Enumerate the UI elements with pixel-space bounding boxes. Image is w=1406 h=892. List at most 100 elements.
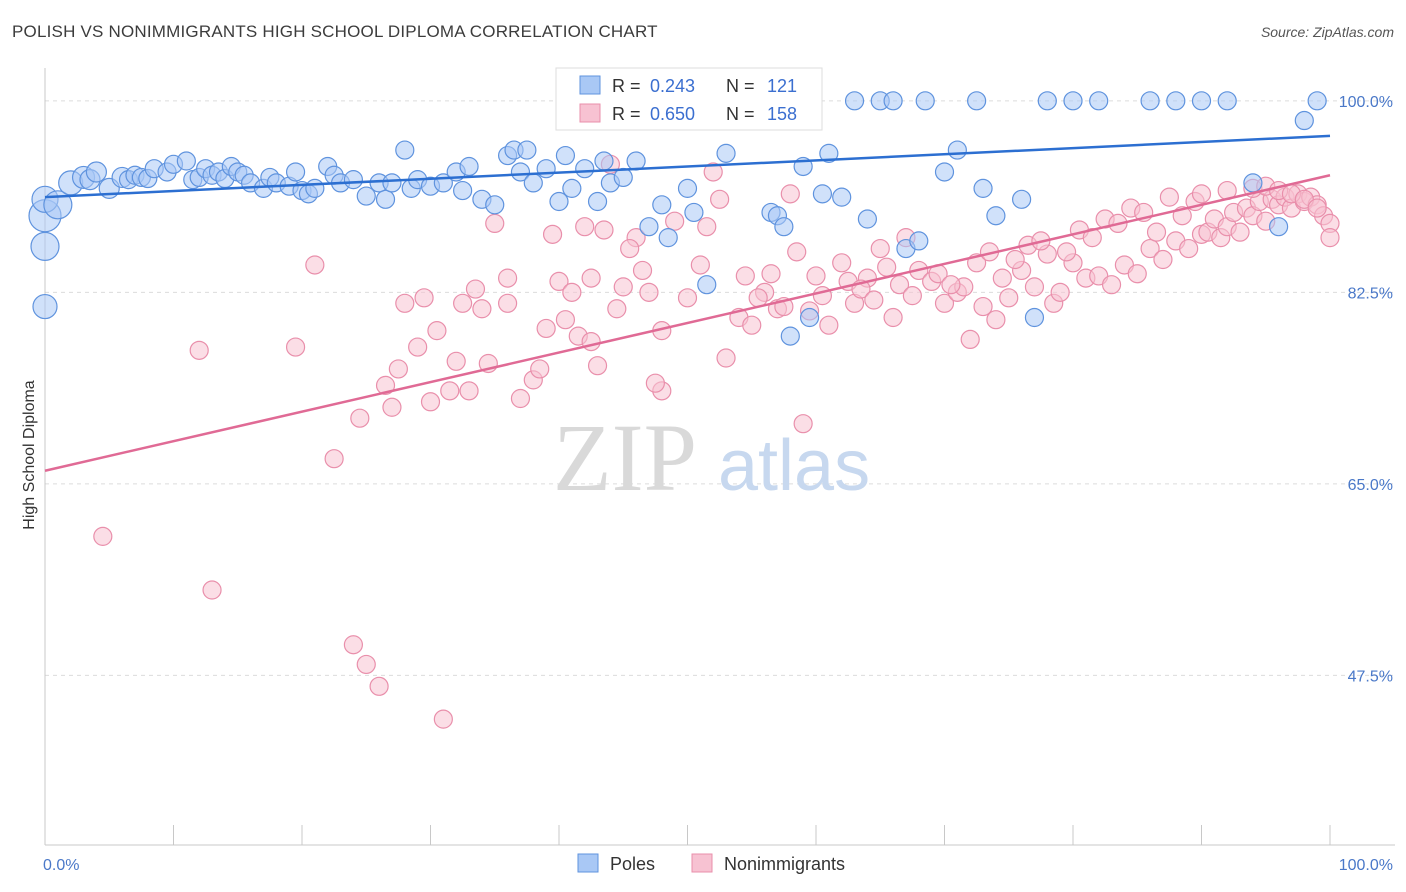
poles-point-99 xyxy=(973,178,993,198)
nonimmigrants-point-53 xyxy=(819,315,839,335)
y-tick-label-2: 65.0% xyxy=(1348,477,1393,494)
nonimmigrants-point-1 xyxy=(189,340,209,360)
nonimmigrants-point-51 xyxy=(793,414,813,434)
nonimmigrants-point-140 xyxy=(1159,187,1179,207)
legend-bottom-label-nonimmigrants: Nonimmigrants xyxy=(724,854,845,874)
nonimmigrants-point-12 xyxy=(395,293,415,313)
y-tick-label-1: 82.5% xyxy=(1348,285,1393,302)
poles-point-83 xyxy=(780,326,800,346)
poles-point-102 xyxy=(1024,307,1045,328)
nonimmigrants-point-86 xyxy=(1179,238,1199,259)
nonimmigrants-point-129 xyxy=(992,268,1012,288)
nonimmigrants-point-13 xyxy=(408,337,428,357)
nonimmigrants-point-29 xyxy=(581,268,601,288)
nonimmigrants-point-18 xyxy=(453,293,473,313)
nonimmigrants-point-110 xyxy=(645,373,665,393)
legend-n-label-poles: N = xyxy=(726,76,755,96)
nonimmigrants-point-74 xyxy=(1050,282,1070,302)
poles-point-101 xyxy=(1011,189,1032,209)
nonimmigrants-point-0 xyxy=(93,526,113,546)
legend-bottom-swatch-nonimmigrants xyxy=(691,853,713,873)
nonimmigrants-point-63 xyxy=(934,293,955,313)
nonimmigrants-point-7 xyxy=(350,408,370,428)
nonimmigrants-point-93 xyxy=(1230,222,1250,242)
poles-trend-line xyxy=(44,134,1331,199)
nonimmigrants-point-35 xyxy=(639,282,659,302)
poles-point-70 xyxy=(639,217,659,237)
nonimmigrants-point-20 xyxy=(472,299,492,319)
poles-point-92 xyxy=(883,91,903,111)
poles-point-96 xyxy=(934,162,955,182)
nonimmigrants-point-49 xyxy=(780,184,800,204)
nonimmigrants-point-152 xyxy=(465,279,486,299)
poles-point-41 xyxy=(356,186,376,206)
y-tick-label-3: 47.5% xyxy=(1348,668,1393,685)
x-tick-label-1: 100.0% xyxy=(1339,857,1393,874)
legend-r-label-poles: R = xyxy=(612,76,641,96)
nonimmigrants-point-115 xyxy=(710,189,730,209)
poles-point-77 xyxy=(716,143,736,163)
nonimmigrants-point-149 xyxy=(1307,198,1327,218)
poles-point-60 xyxy=(536,159,556,179)
poles-point-100 xyxy=(986,206,1006,226)
nonimmigrants-point-151 xyxy=(607,299,627,319)
poles-point-109 xyxy=(1217,91,1237,111)
watermark-zip: ZIP xyxy=(553,404,697,511)
poles-point-106 xyxy=(1140,91,1160,111)
nonimmigrants-point-14 xyxy=(414,288,434,308)
poles-point-110 xyxy=(1243,173,1263,193)
poles-point-64 xyxy=(575,159,595,179)
nonimmigrants-point-71 xyxy=(1024,277,1045,297)
nonimmigrants-point-155 xyxy=(440,381,460,401)
poles-point-69 xyxy=(626,151,646,171)
poles-point-87 xyxy=(819,143,839,163)
nonimmigrants-point-2 xyxy=(202,580,222,600)
poles-point-58 xyxy=(517,140,537,160)
nonimmigrants-point-112 xyxy=(498,268,518,288)
nonimmigrants-point-45 xyxy=(742,315,762,335)
poles-point-82 xyxy=(774,217,794,237)
nonimmigrants-point-17 xyxy=(446,351,466,371)
nonimmigrants-point-26 xyxy=(549,271,569,292)
y-tick-label-0: 100.0% xyxy=(1339,94,1393,111)
nonimmigrants-point-157 xyxy=(555,310,576,330)
poles-point-75 xyxy=(684,202,704,223)
watermark-atlas: atlas xyxy=(718,426,870,506)
legend-swatch-nonimmigrants xyxy=(579,103,601,123)
nonimmigrants-point-38 xyxy=(677,288,698,308)
poles-point-0 xyxy=(32,293,58,320)
source-label: Source: ZipAtlas.com xyxy=(1260,24,1394,40)
poles-point-36 xyxy=(305,178,325,198)
poles-point-112 xyxy=(1294,110,1314,131)
nonimmigrants-point-57 xyxy=(870,238,890,259)
poles-point-90 xyxy=(857,209,878,229)
poles-point-105 xyxy=(1089,91,1109,111)
nonimmigrants-point-4 xyxy=(305,255,325,275)
nonimmigrants-point-156 xyxy=(530,359,550,379)
poles-point-95 xyxy=(915,91,935,111)
nonimmigrants-point-52 xyxy=(806,266,826,286)
nonimmigrants-point-21 xyxy=(485,213,505,233)
nonimmigrants-point-28 xyxy=(575,217,595,237)
nonimmigrants-point-69 xyxy=(999,288,1019,308)
nonimmigrants-point-8 xyxy=(356,654,376,675)
nonimmigrants-point-5 xyxy=(324,449,344,469)
nonimmigrants-point-123 xyxy=(877,257,897,277)
poles-point-86 xyxy=(812,184,833,204)
poles-point-61 xyxy=(549,191,569,212)
poles-point-97 xyxy=(947,140,967,160)
poles-point-72 xyxy=(658,228,678,248)
legend-n-label-nonimmigrants: N = xyxy=(726,104,755,124)
poles-point-68 xyxy=(613,167,633,188)
nonimmigrants-point-68 xyxy=(986,310,1006,330)
nonimmigrants-point-22 xyxy=(498,293,518,313)
poles-point-51 xyxy=(453,180,473,201)
nonimmigrants-point-41 xyxy=(703,162,723,182)
poles-point-59 xyxy=(523,173,543,193)
poles-point-52 xyxy=(459,156,479,177)
nonimmigrants-point-142 xyxy=(1191,184,1212,204)
nonimmigrants-point-25 xyxy=(536,318,556,339)
poles-point-94 xyxy=(909,231,929,251)
poles-point-104 xyxy=(1063,91,1083,111)
poles-point-40 xyxy=(343,170,363,190)
